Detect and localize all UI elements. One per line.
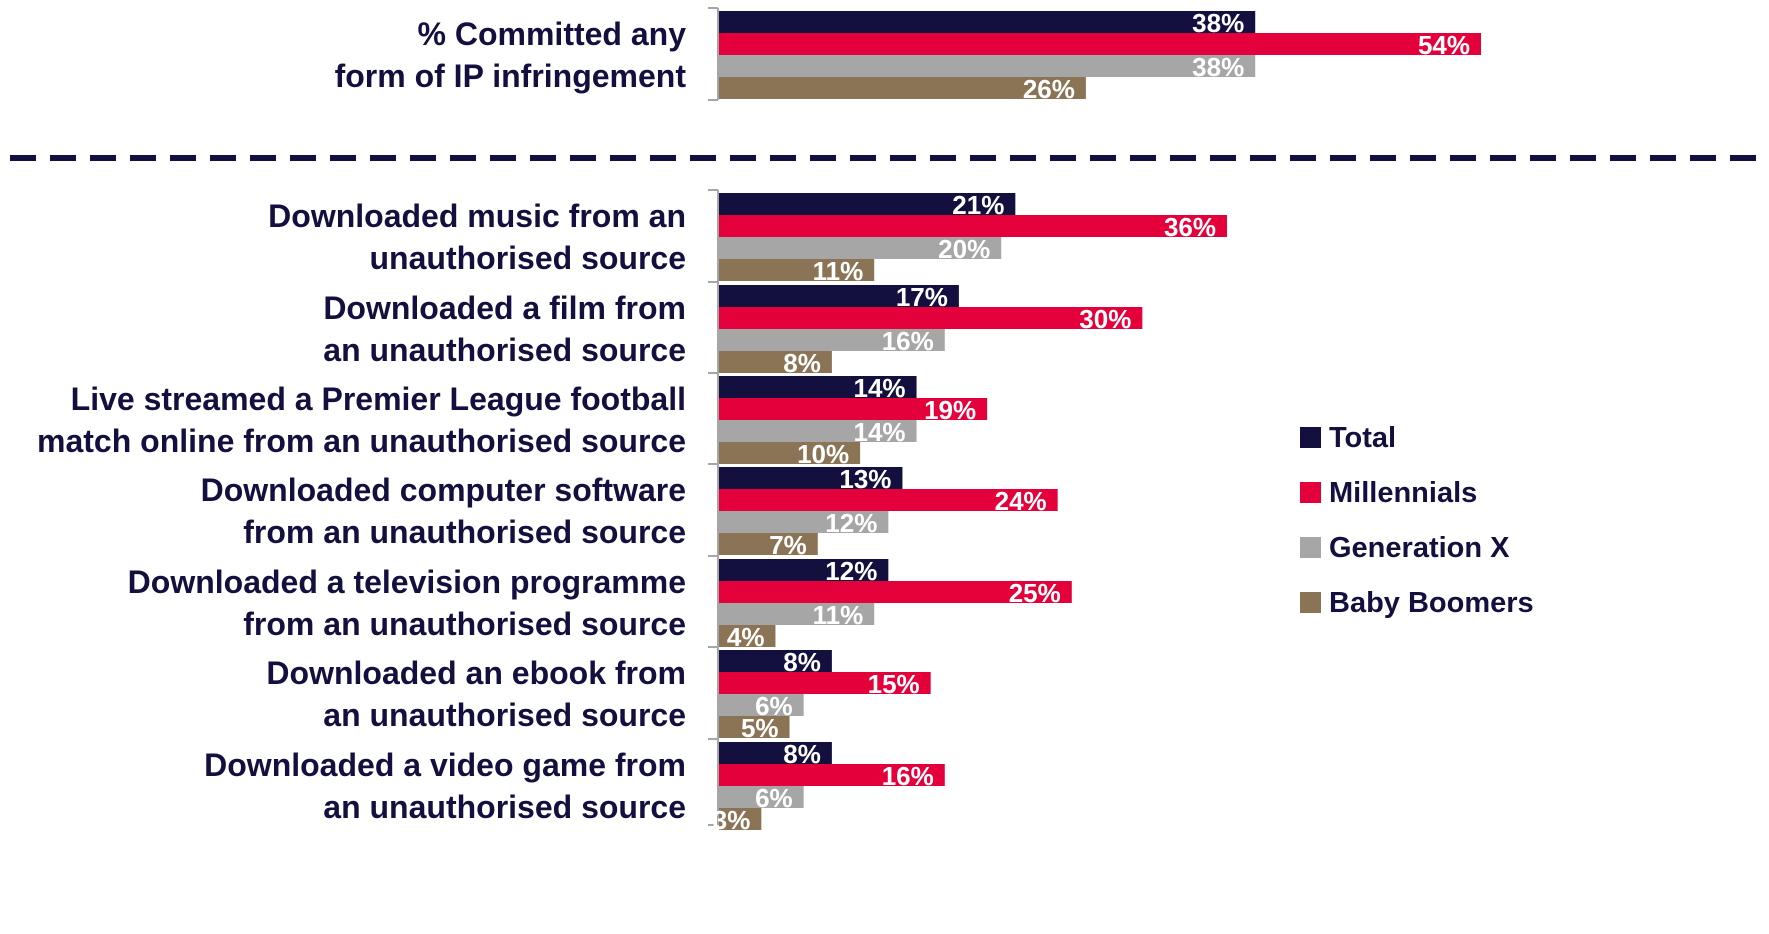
- value-label-7-3: 3%: [713, 805, 751, 835]
- bar-1-total: [719, 193, 1016, 215]
- legend: Total Millennials Generation X Baby Boomers: [1300, 422, 1534, 619]
- value-label-2-2: 16%: [882, 326, 934, 356]
- legend-swatch-2: [1300, 537, 1321, 558]
- bar-4-millennials: [719, 489, 1058, 511]
- bar-2-baby-boomers: [719, 351, 832, 373]
- legend-label-0: Total: [1329, 422, 1396, 454]
- bar-5-generation-x: [719, 603, 875, 625]
- value-label-6-3: 5%: [741, 713, 779, 743]
- value-label-5-1: 25%: [1009, 578, 1061, 608]
- category-label-2-line-1: an unauthorised source: [323, 332, 686, 368]
- category-label-1-line-0: Downloaded music from an: [268, 198, 686, 234]
- bar-1-baby-boomers: [719, 259, 875, 281]
- value-label-3-3: 10%: [797, 439, 849, 469]
- legend-swatch-0: [1300, 427, 1321, 448]
- category-label-3-line-1: match online from an unauthorised source: [37, 423, 686, 459]
- value-label-0-1: 54%: [1418, 30, 1470, 60]
- bar-6-millennials: [719, 672, 931, 694]
- category-label-2-line-0: Downloaded a film from: [323, 290, 686, 326]
- bar-0-baby-boomers: [719, 77, 1086, 99]
- value-label-5-0: 12%: [825, 556, 877, 586]
- value-label-7-1: 16%: [882, 761, 934, 791]
- bar-2-generation-x: [719, 329, 945, 351]
- value-label-2-1: 30%: [1079, 304, 1131, 334]
- category-label-7-line-1: an unauthorised source: [323, 789, 686, 825]
- bar-7-millennials: [719, 764, 945, 786]
- category-label-6-line-1: an unauthorised source: [323, 697, 686, 733]
- bar-7-baby-boomers: [719, 808, 762, 830]
- value-label-4-0: 13%: [839, 464, 891, 494]
- bar-1-generation-x: [719, 237, 1002, 259]
- bar-5-millennials: [719, 581, 1072, 603]
- bar-2-total: [719, 285, 959, 307]
- value-label-3-2: 14%: [854, 417, 906, 447]
- bar-0-generation-x: [719, 55, 1256, 77]
- legend-label-3: Baby Boomers: [1329, 587, 1534, 619]
- bar-5-baby-boomers: [719, 625, 776, 647]
- value-label-2-0: 17%: [896, 282, 948, 312]
- bar-3-total: [719, 376, 917, 398]
- legend-swatch-1: [1300, 482, 1321, 503]
- bar-0-total: [719, 11, 1256, 33]
- value-label-0-0: 38%: [1192, 8, 1244, 38]
- category-label-0-line-1: form of IP infringement: [335, 58, 687, 94]
- category-label-5-line-0: Downloaded a television programme: [128, 564, 686, 600]
- category-label-5-line-1: from an unauthorised source: [243, 606, 686, 642]
- bar-5-total: [719, 559, 889, 581]
- value-labels: 38% 54% 38% 26% 21% 36% 20% 11% 17% 30% 16% 8% 14% 19…: [713, 8, 1470, 835]
- value-label-4-3: 7%: [769, 530, 807, 560]
- value-label-7-0: 8%: [783, 739, 821, 769]
- legend-label-2: Generation X: [1329, 532, 1510, 564]
- category-label-1-line-1: unauthorised source: [370, 240, 687, 276]
- bar-6-baby-boomers: [719, 716, 790, 738]
- category-label-4-line-1: from an unauthorised source: [243, 514, 686, 550]
- bar-6-total: [719, 650, 832, 672]
- bar-3-baby-boomers: [719, 442, 861, 464]
- category-label-6-line-0: Downloaded an ebook from: [266, 655, 686, 691]
- category-labels: % Committed any form of IP infringement Do…: [37, 16, 686, 825]
- value-label-0-3: 26%: [1023, 74, 1075, 104]
- value-label-4-1: 24%: [995, 486, 1047, 516]
- bar-0-millennials: [719, 33, 1481, 55]
- value-label-6-2: 6%: [755, 691, 793, 721]
- category-axis: [708, 7, 719, 826]
- value-label-6-1: 15%: [868, 669, 920, 699]
- bar-3-generation-x: [719, 420, 917, 442]
- value-label-4-2: 12%: [825, 508, 877, 538]
- value-label-3-0: 14%: [854, 373, 906, 403]
- value-label-1-3: 11%: [813, 256, 864, 286]
- bars: [719, 11, 1481, 830]
- value-label-7-2: 6%: [755, 783, 793, 813]
- category-label-7-line-0: Downloaded a video game from: [204, 747, 686, 783]
- value-label-5-3: 4%: [727, 622, 765, 652]
- value-label-0-2: 38%: [1192, 52, 1244, 82]
- category-label-3-line-0: Live streamed a Premier League football: [71, 381, 686, 417]
- value-label-2-3: 8%: [783, 348, 821, 378]
- bar-7-generation-x: [719, 786, 804, 808]
- category-label-4-line-0: Downloaded computer software: [201, 472, 686, 508]
- value-label-1-0: 21%: [952, 190, 1004, 220]
- value-label-6-0: 8%: [783, 647, 821, 677]
- legend-swatch-3: [1300, 592, 1321, 613]
- bar-4-generation-x: [719, 511, 889, 533]
- bar-4-total: [719, 467, 903, 489]
- value-label-5-2: 11%: [813, 600, 864, 630]
- bar-1-millennials: [719, 215, 1227, 237]
- bar-3-millennials: [719, 398, 988, 420]
- value-label-3-1: 19%: [924, 395, 976, 425]
- value-label-1-1: 36%: [1164, 212, 1216, 242]
- bar-7-total: [719, 742, 832, 764]
- legend-label-1: Millennials: [1329, 477, 1477, 509]
- bar-4-baby-boomers: [719, 533, 818, 555]
- bar-6-generation-x: [719, 694, 804, 716]
- category-label-0-line-0: % Committed any: [418, 16, 687, 52]
- value-label-1-2: 20%: [938, 234, 990, 264]
- bar-2-millennials: [719, 307, 1143, 329]
